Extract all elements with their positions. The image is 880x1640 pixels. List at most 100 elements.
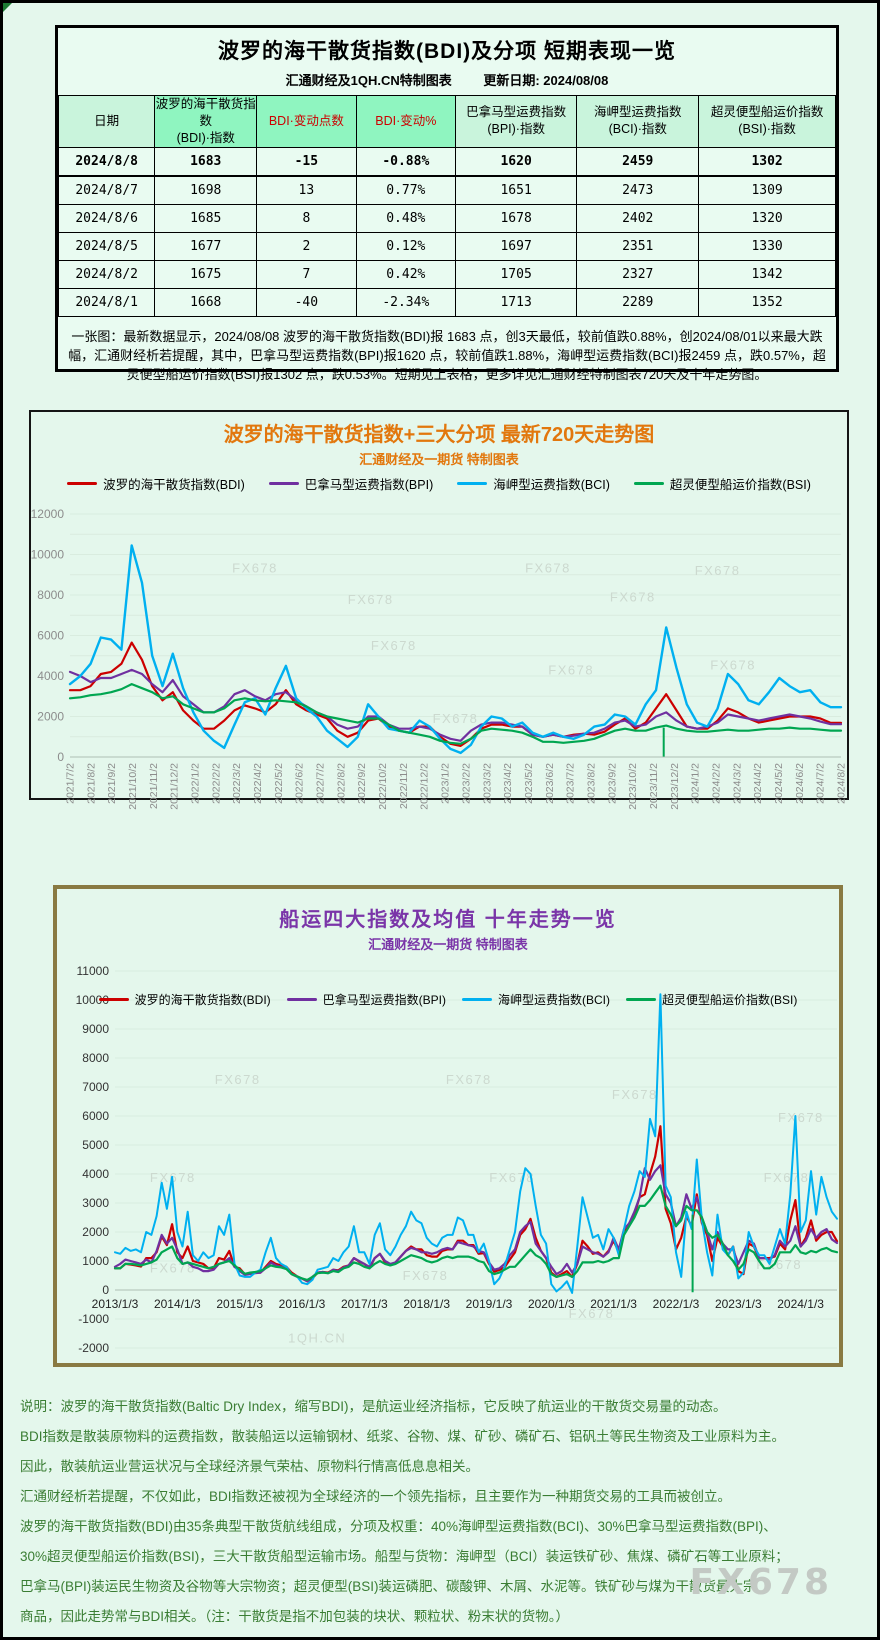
- table-title: 波罗的海干散货指数(BDI)及分项 短期表现一览: [218, 40, 676, 63]
- table-cell: 2024/8/1: [57, 287, 156, 317]
- chart2-subtitle: 汇通财经及一期货 特制图表: [368, 937, 528, 952]
- corner-artifact-mark: [3, 3, 12, 12]
- table-row: 2024/8/7 1698 13 0.77% 1651 2473 1309: [57, 175, 836, 205]
- legend-label: 超灵便型船运价指数(BSI): [662, 993, 798, 1007]
- watermark-text: FX678: [403, 1268, 449, 1283]
- chart1-legend: 波罗的海干散货指数(BDI) 巴拿马型运费指数(BPI) 海岬型运费指数(BCI) 超…: [31, 474, 847, 493]
- x-tick-label: 2022/1/2: [190, 763, 202, 804]
- table-cell: 1705: [455, 259, 578, 289]
- x-tick-label: 2016/1/3: [279, 1297, 326, 1311]
- table-cell: 8: [256, 203, 357, 233]
- y-tick-label: 3000: [82, 1196, 109, 1210]
- x-tick-label: 2023/10/2: [627, 763, 639, 810]
- table-cell: 1713: [455, 287, 578, 317]
- x-tick-label: 2022/6/2: [294, 763, 306, 804]
- legend-item-bsi: 超灵便型船运价指数(BSI): [626, 991, 797, 1008]
- x-tick-label: 2021/10/2: [127, 763, 139, 810]
- explanation-line: 波罗的海干散货指数(BDI)由35条典型干散货航线组成，分项及权重：40%海岬型…: [20, 1519, 777, 1534]
- column-header: 波罗的海干散货指数 (BDI)·指数: [154, 95, 258, 148]
- legend-item-bpi: 巴拿马型运费指数(BPI): [286, 991, 446, 1008]
- x-tick-label: 2021/1/3: [590, 1297, 637, 1311]
- y-tick-label: 8000: [37, 588, 64, 602]
- table-row: 2024/8/8 1683 -15 -0.88% 1620 2459 1302: [57, 146, 836, 177]
- table-cell: 0.42%: [355, 259, 457, 289]
- x-tick-label: 2024/8/2: [836, 763, 848, 804]
- series-line-bsi: [113, 1184, 839, 1281]
- explanation-line: 因此，散装航运业营运状况与全球经济景气荣枯、原物料行情高低息息相关。: [20, 1459, 479, 1474]
- x-tick-label: 2024/7/2: [815, 763, 827, 804]
- y-tick-label: 0: [57, 750, 64, 764]
- explanation-line: 商品，因此走势常与BDI相关。（注：干散货是指不加包装的块状、颗粒状、粉末状的货…: [20, 1609, 570, 1624]
- x-tick-label: 2023/9/2: [606, 763, 618, 804]
- legend-swatch-bsi: [626, 998, 656, 1001]
- explanation-text-block: 说明：波罗的海干散货指数(Baltic Dry Index，缩写BDI)，是航运…: [20, 1392, 864, 1632]
- table-cell: 0.12%: [355, 231, 457, 261]
- table-cell: 2351: [576, 231, 700, 261]
- table-cell: 2459: [576, 146, 700, 177]
- table-cell: -2.34%: [355, 287, 457, 317]
- legend-swatch-bpi: [268, 482, 299, 485]
- y-tick-label: 6000: [82, 1109, 109, 1123]
- source-label: 汇通财经及1QH.CN特制图表: [285, 73, 452, 88]
- y-tick-label: 5000: [82, 1138, 109, 1152]
- table-cell: -15: [256, 146, 357, 177]
- x-tick-label: 2021/8/2: [85, 763, 97, 804]
- watermark-text: FX678: [548, 662, 594, 677]
- table-cell: 2024/8/5: [57, 231, 156, 261]
- x-tick-label: 2014/1/3: [154, 1297, 201, 1311]
- x-tick-label: 2019/1/3: [466, 1297, 513, 1311]
- legend-item-bdi: 波罗的海干散货指数(BDI): [98, 991, 271, 1008]
- legend-item-bsi: 超灵便型船运价指数(BSI): [633, 474, 811, 493]
- table-body: 2024/8/8 1683 -15 -0.88% 1620 2459 1302 2024/8/…: [57, 146, 836, 317]
- explanation-line: 说明：波罗的海干散货指数(Baltic Dry Index，缩写BDI)，是航运…: [20, 1399, 727, 1414]
- x-tick-label: 2022/5/2: [273, 763, 285, 804]
- table-cell: 1697: [455, 231, 578, 261]
- y-tick-label: -1000: [78, 1312, 109, 1326]
- chart1-subtitle: 汇通财经及一期货 特制图表: [359, 452, 519, 467]
- column-header: 海岬型运费指数 (BCI)·指数: [576, 95, 700, 148]
- chart2-title: 船运四大指数及均值 十年走势一览: [279, 909, 617, 931]
- x-tick-label: 2022/12/2: [419, 763, 431, 810]
- table-cell: -40: [256, 287, 357, 317]
- watermark-text: FX678: [610, 590, 656, 605]
- table-cell: 1675: [154, 259, 258, 289]
- y-tick-label: 10000: [76, 993, 110, 1007]
- x-tick-label: 2022/9/2: [356, 763, 368, 804]
- table-cell: 2402: [576, 203, 700, 233]
- explanation-line: 汇通财经析若提醒，不仅如此，BDI指数还被视为全球经济的一个领先指标，且主要作为…: [20, 1489, 732, 1504]
- explanation-line: 巴拿马(BPI)装运民生物资及谷物等大宗物资；超灵便型(BSI)装运磷肥、碳酸钾…: [20, 1579, 757, 1594]
- table-cell: 1651: [455, 175, 578, 205]
- series-line-bci: [68, 544, 843, 755]
- x-tick-label: 2022/2/2: [210, 763, 222, 804]
- series-line-bpi: [68, 668, 843, 742]
- legend-item-bci: 海岬型运费指数(BCI): [462, 991, 610, 1008]
- legend-item-bdi: 波罗的海干散货指数(BDI): [67, 474, 245, 493]
- x-tick-label: 2023/8/2: [585, 763, 597, 804]
- x-tick-label: 2024/4/2: [752, 763, 764, 804]
- table-cell: 2473: [576, 175, 700, 205]
- series-line-bsi: [68, 683, 843, 745]
- table-cell: 1677: [154, 231, 258, 261]
- table-cell: 1320: [698, 203, 836, 233]
- x-tick-label: 2022/4/2: [252, 763, 264, 804]
- table-cell: 0.48%: [355, 203, 457, 233]
- table-cell: 1668: [154, 287, 258, 317]
- x-tick-label: 2023/11/2: [648, 763, 660, 809]
- legend-item-bci: 海岬型运费指数(BCI): [457, 474, 610, 493]
- table-row: 2024/8/1 1668 -40 -2.34% 1713 2289 1352: [57, 287, 836, 317]
- x-tick-label: 2023/4/2: [502, 763, 514, 804]
- x-tick-label: 2015/1/3: [216, 1297, 263, 1311]
- explanation-line: 30%超灵便型船运价指数(BSI)，三大干散货船型运输市场。船型与货物：海岬型（…: [20, 1549, 789, 1564]
- y-tick-label: 9000: [82, 1022, 109, 1036]
- table-cell: 1678: [455, 203, 578, 233]
- table-cell: 2024/8/8: [57, 146, 156, 177]
- legend-label: 超灵便型船运价指数(BSI): [669, 478, 811, 492]
- x-tick-label: 2021/12/2: [169, 763, 181, 810]
- legend-label: 波罗的海干散货指数(BDI): [103, 478, 245, 492]
- chart1-plot-area: 0 2000 4000 6000 8000 10000 12000 FX678 FX678 FX6…: [31, 495, 848, 816]
- legend-label: 波罗的海干散货指数(BDI): [134, 993, 271, 1007]
- legend-swatch-bci: [457, 482, 488, 485]
- table-cell: 7: [256, 259, 357, 289]
- x-tick-label: 2021/11/2: [148, 763, 160, 809]
